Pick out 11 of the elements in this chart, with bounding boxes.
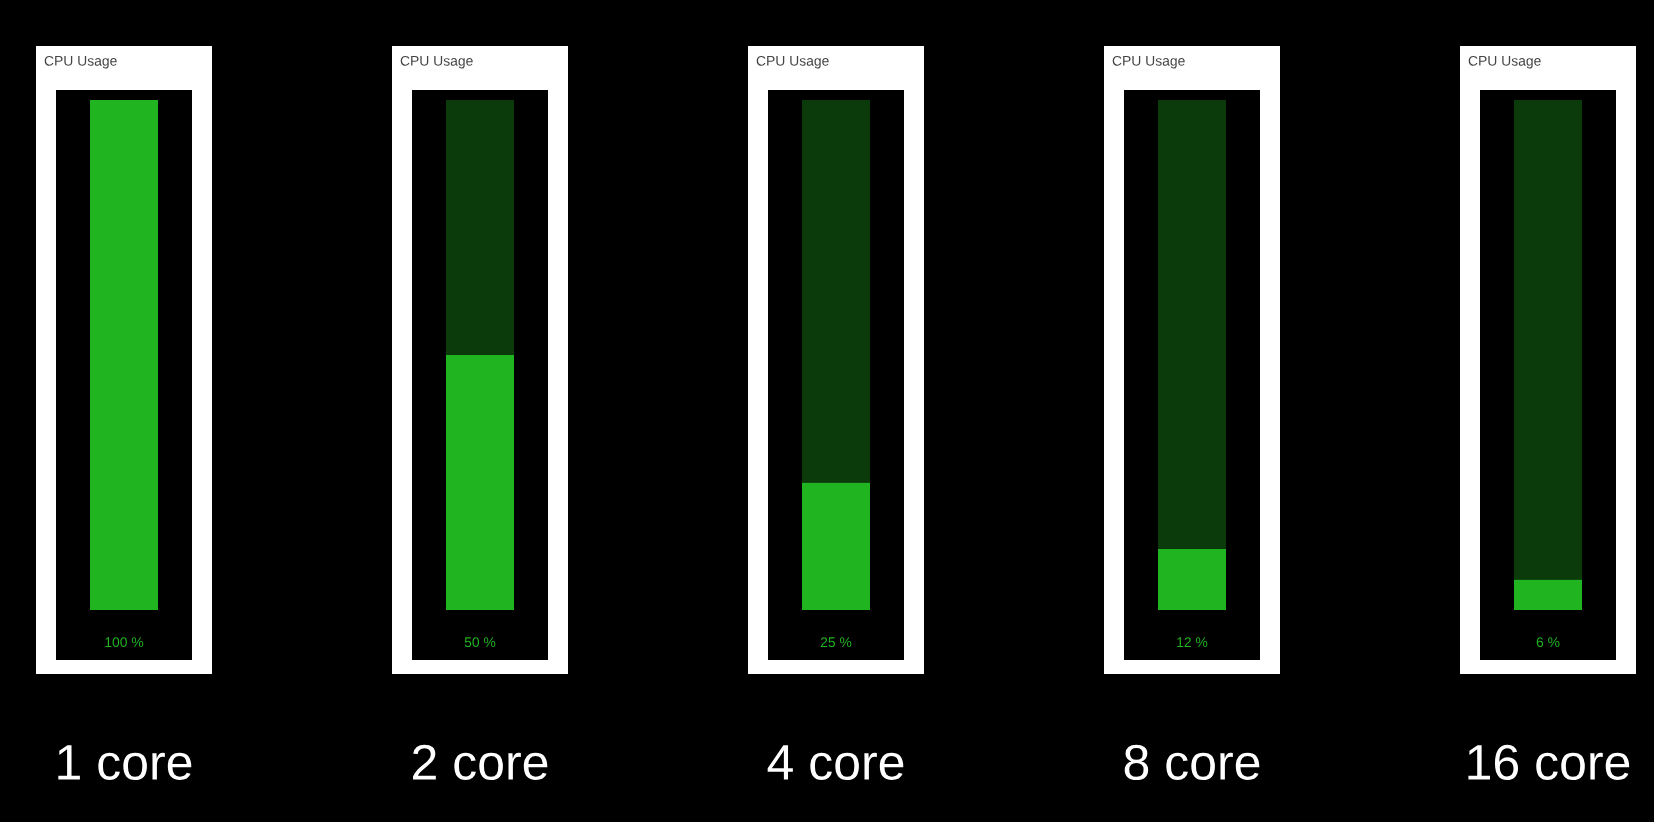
bar <box>446 100 514 355</box>
bar <box>1514 579 1582 610</box>
x-tick-label: 2 core <box>413 744 548 781</box>
x-tick-label: 4 core <box>767 745 904 781</box>
bar <box>802 100 870 483</box>
x-tick-label: 1 core <box>58 745 192 781</box>
bar <box>802 482 870 610</box>
bar <box>1158 548 1226 610</box>
x-tick-label: 8 core <box>1124 744 1260 781</box>
x-tick-label: 16 core <box>1468 744 1630 781</box>
bar <box>446 355 514 610</box>
